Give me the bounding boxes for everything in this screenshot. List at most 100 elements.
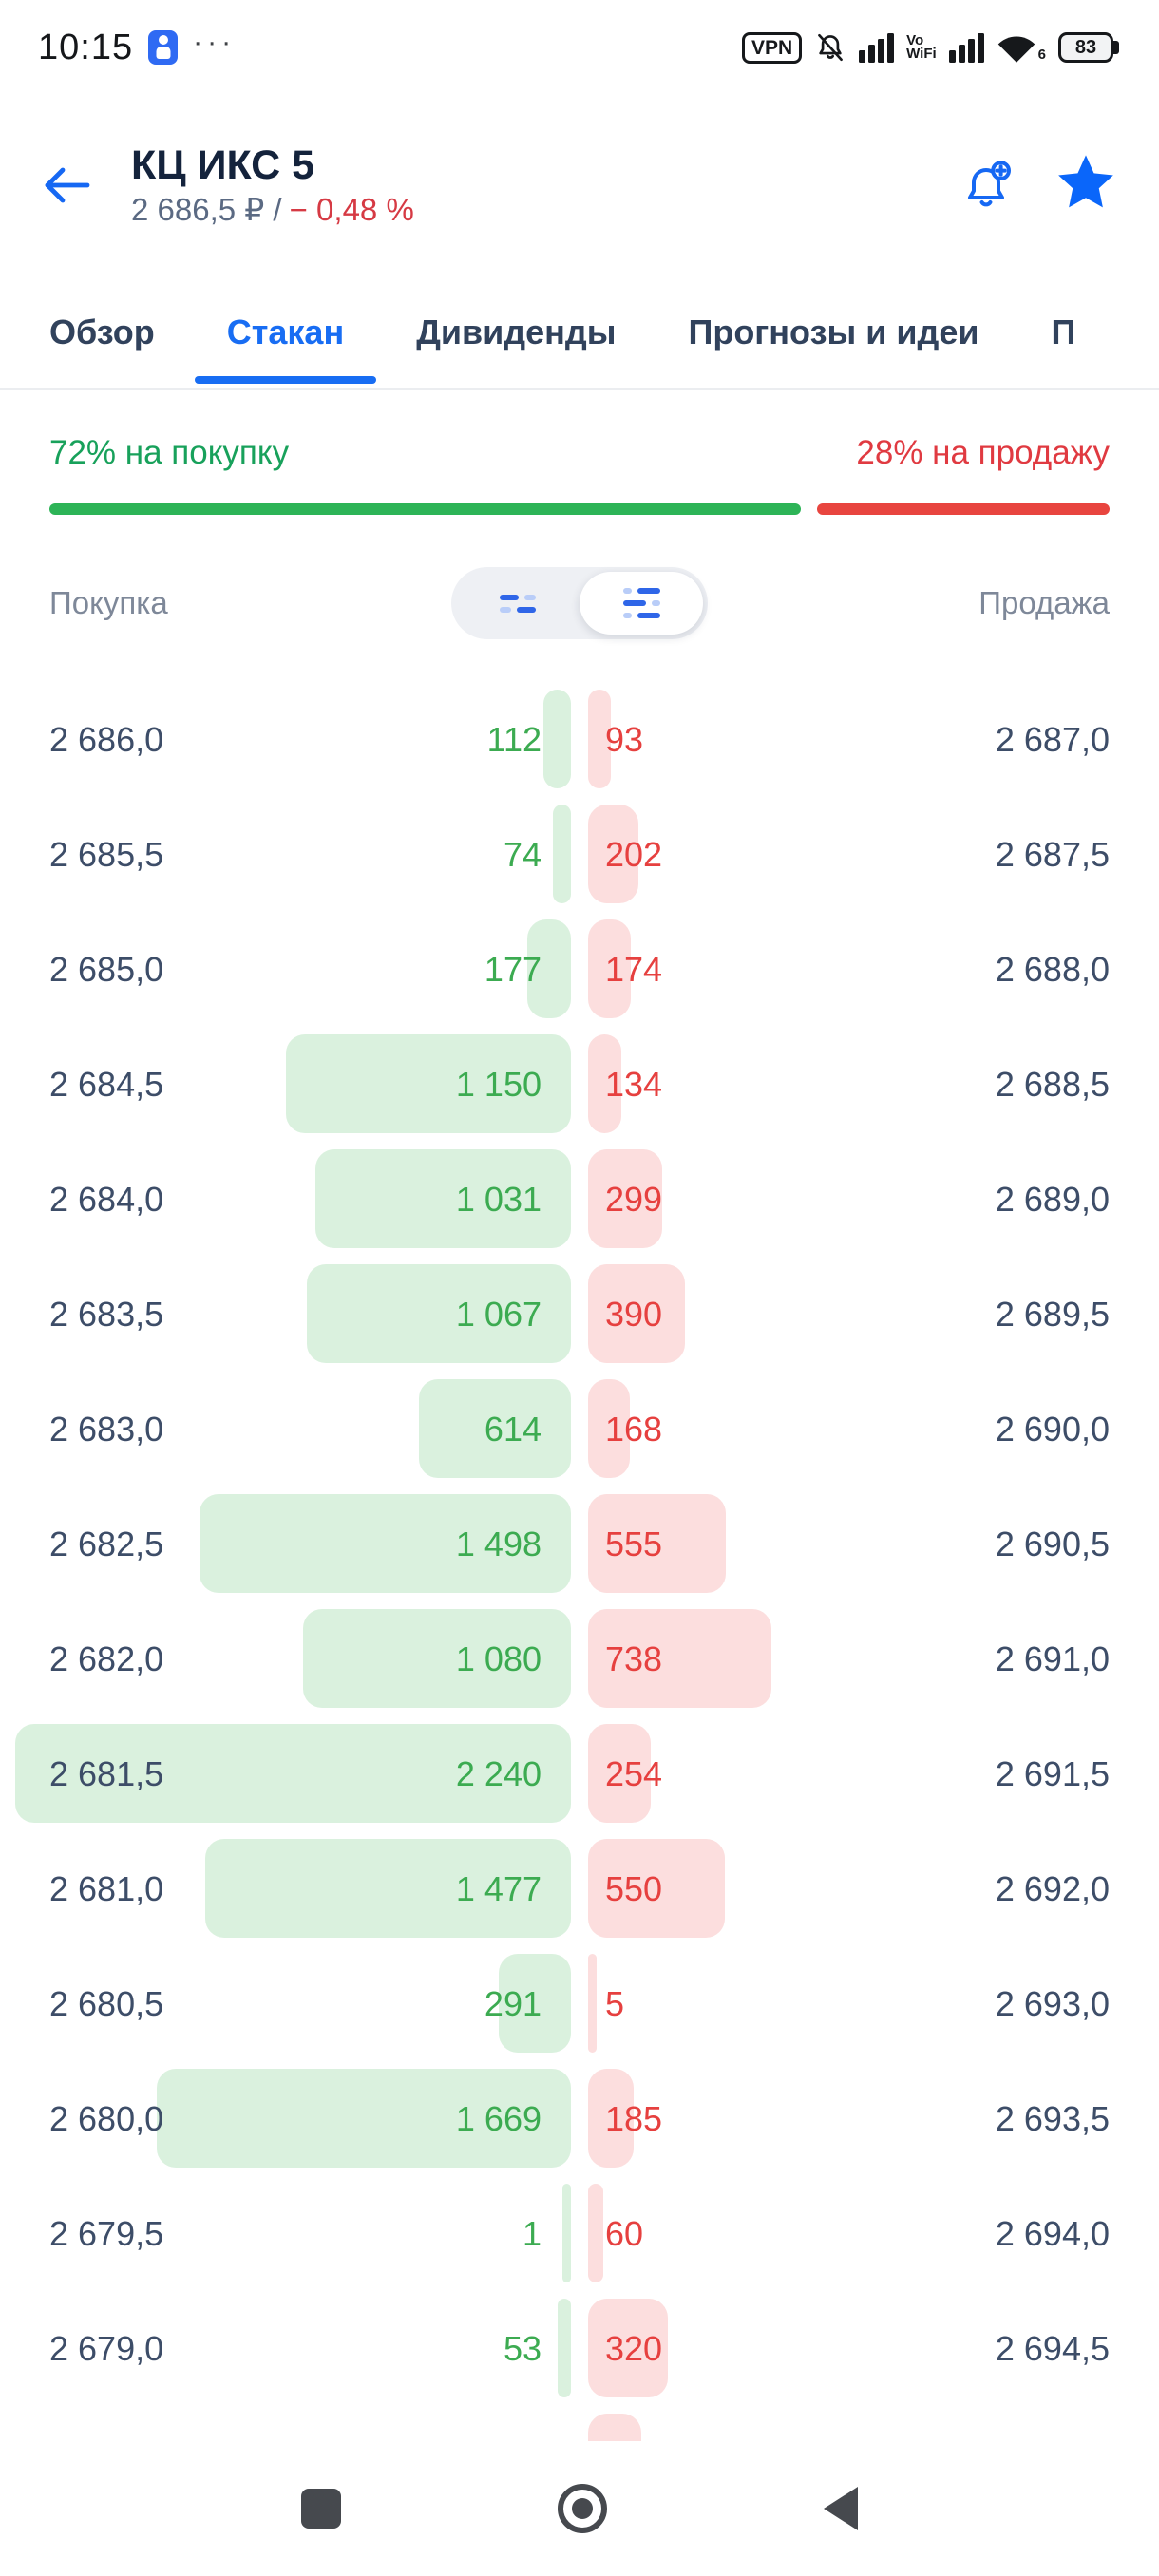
ask-volume: 254 <box>605 1753 663 1793</box>
android-back-button[interactable] <box>824 2487 858 2530</box>
recents-button[interactable] <box>301 2489 341 2529</box>
bid-volume: 53 <box>503 2328 542 2368</box>
bid-bar <box>157 2069 571 2168</box>
page-title: КЦ ИКС 5 <box>131 142 315 188</box>
ask-volume: 390 <box>605 1294 663 1334</box>
order-book-rows: 2 686,0 112 93 2 687,0 2 685,5 74 202 2 … <box>0 682 1159 2478</box>
bid-price: 2 685,5 <box>49 834 164 874</box>
bid-price: 2 684,5 <box>49 1064 164 1104</box>
instrument-header: КЦ ИКС 5 2 686,5 ₽ / − 0,48 % <box>131 142 414 227</box>
order-book-row[interactable]: 2 684,5 1 150 134 2 688,5 <box>0 1027 1159 1142</box>
bid-bar <box>558 2299 571 2397</box>
ask-bar <box>588 1264 685 1363</box>
ask-volume: 320 <box>605 2328 663 2368</box>
bid-bar <box>314 1149 571 1248</box>
sell-ratio-fill <box>817 503 1110 515</box>
bid-bar <box>285 1034 571 1133</box>
tab-1[interactable]: Обзор <box>49 312 155 351</box>
bid-price: 2 679,0 <box>49 2328 164 2368</box>
ask-bar <box>588 1149 663 1248</box>
vpn-badge: VPN <box>741 31 803 64</box>
order-book-row[interactable]: 2 682,0 1 080 738 2 691,0 <box>0 1601 1159 1716</box>
bid-price: 2 685,0 <box>49 949 164 989</box>
bid-bar <box>499 1954 571 2053</box>
ask-volume: 60 <box>605 2213 644 2253</box>
bid-volume: 614 <box>484 1409 542 1449</box>
home-button[interactable] <box>558 2484 607 2533</box>
price-alert-button[interactable] <box>960 158 1015 213</box>
order-book-row[interactable]: 2 684,0 1 031 299 2 689,0 <box>0 1142 1159 1257</box>
ask-bar <box>588 2184 603 2282</box>
ask-price: 2 693,0 <box>995 1983 1110 2023</box>
bid-volume: 1 080 <box>455 1638 542 1678</box>
tab-4[interactable]: Прогнозы и идеи <box>688 312 979 351</box>
bid-price: 2 681,5 <box>49 1753 164 1793</box>
ask-price: 2 689,0 <box>995 1179 1110 1219</box>
ask-volume: 299 <box>605 1179 663 1219</box>
sell-ratio-label: 28% на продажу <box>856 434 1110 471</box>
wifi-icon: 6 <box>997 31 1046 64</box>
ask-volume: 185 <box>605 2098 663 2138</box>
bid-volume: 112 <box>486 719 542 759</box>
ask-price: 2 691,0 <box>995 1638 1110 1678</box>
view-toggle-list[interactable] <box>580 572 703 635</box>
battery-indicator: 83 <box>1058 32 1113 63</box>
ask-bar <box>588 1839 725 1938</box>
order-book-row[interactable]: 2 680,5 291 5 2 693,0 <box>0 1946 1159 2061</box>
ask-price: 2 688,5 <box>995 1064 1110 1104</box>
ask-volume: 174 <box>605 949 663 989</box>
bid-volume: 1 067 <box>455 1294 542 1334</box>
ask-bar <box>588 1494 726 1593</box>
bid-price: 2 683,5 <box>49 1294 164 1334</box>
order-book-row[interactable]: 2 681,0 1 477 550 2 692,0 <box>0 1831 1159 1946</box>
tab-5[interactable]: П <box>1051 312 1076 351</box>
bid-price: 2 682,0 <box>49 1638 164 1678</box>
bid-price: 2 681,0 <box>49 1868 164 1908</box>
order-book-row[interactable]: 2 679,0 53 320 2 694,5 <box>0 2291 1159 2406</box>
vowifi-label: Vo WiFi <box>906 32 937 62</box>
orderbook-split-view-icon <box>500 594 536 613</box>
bid-bar <box>562 2184 571 2282</box>
order-book-row[interactable]: 2 685,5 74 202 2 687,5 <box>0 797 1159 912</box>
muted-bell-icon <box>814 31 846 64</box>
sell-column-header: Продажа <box>978 585 1110 620</box>
app-header: КЦ ИКС 5 2 686,5 ₽ / − 0,48 % <box>0 95 1159 275</box>
order-book-row[interactable]: 2 682,5 1 498 555 2 690,5 <box>0 1487 1159 1601</box>
order-book-row[interactable]: 2 681,5 2 240 254 2 691,5 <box>0 1716 1159 1831</box>
bid-price: 2 682,5 <box>49 1524 164 1563</box>
bid-bar <box>200 1494 571 1593</box>
order-book-row[interactable]: 2 685,0 177 174 2 688,0 <box>0 912 1159 1027</box>
favorite-button[interactable] <box>1054 155 1117 216</box>
bid-price: 2 679,5 <box>49 2213 164 2253</box>
view-toggle-split[interactable] <box>456 572 580 635</box>
accessibility-person-icon <box>148 30 179 65</box>
orderbook-list-view-icon <box>622 588 660 618</box>
bid-volume: 1 498 <box>455 1524 542 1563</box>
order-book-row[interactable]: 2 683,5 1 067 390 2 689,5 <box>0 1257 1159 1372</box>
ellipsis-icon: ··· <box>193 27 237 58</box>
ask-volume: 555 <box>605 1524 663 1563</box>
tab-2[interactable]: Стакан <box>194 275 377 388</box>
bid-bar <box>303 1609 571 1708</box>
back-button[interactable] <box>42 142 116 228</box>
order-book-row[interactable]: 2 679,5 1 60 2 694,0 <box>0 2176 1159 2291</box>
ask-volume: 550 <box>605 1868 663 1908</box>
ask-volume: 5 <box>605 1983 625 2023</box>
bid-volume: 1 477 <box>455 1868 542 1908</box>
ask-volume: 134 <box>605 1064 663 1104</box>
bid-volume: 291 <box>484 1983 542 2023</box>
ratio-labels: 72% на покупку 28% на продажу <box>49 434 1110 472</box>
bid-bar <box>418 1379 571 1478</box>
view-toggle <box>451 567 708 639</box>
ask-volume: 93 <box>605 719 644 759</box>
order-book-row[interactable]: 2 680,0 1 669 185 2 693,5 <box>0 2061 1159 2176</box>
order-book-row[interactable]: 2 683,0 614 168 2 690,0 <box>0 1372 1159 1487</box>
order-book-row[interactable]: 2 686,0 112 93 2 687,0 <box>0 682 1159 797</box>
ask-bar <box>588 1379 630 1478</box>
current-price: 2 686,5 ₽ / <box>131 192 282 227</box>
bid-price: 2 686,0 <box>49 719 164 759</box>
cellular-signal-icon <box>859 32 895 63</box>
bid-bar <box>15 1724 571 1823</box>
price-change: − 0,48 % <box>289 192 414 227</box>
tab-3[interactable]: Дивиденды <box>416 312 617 351</box>
